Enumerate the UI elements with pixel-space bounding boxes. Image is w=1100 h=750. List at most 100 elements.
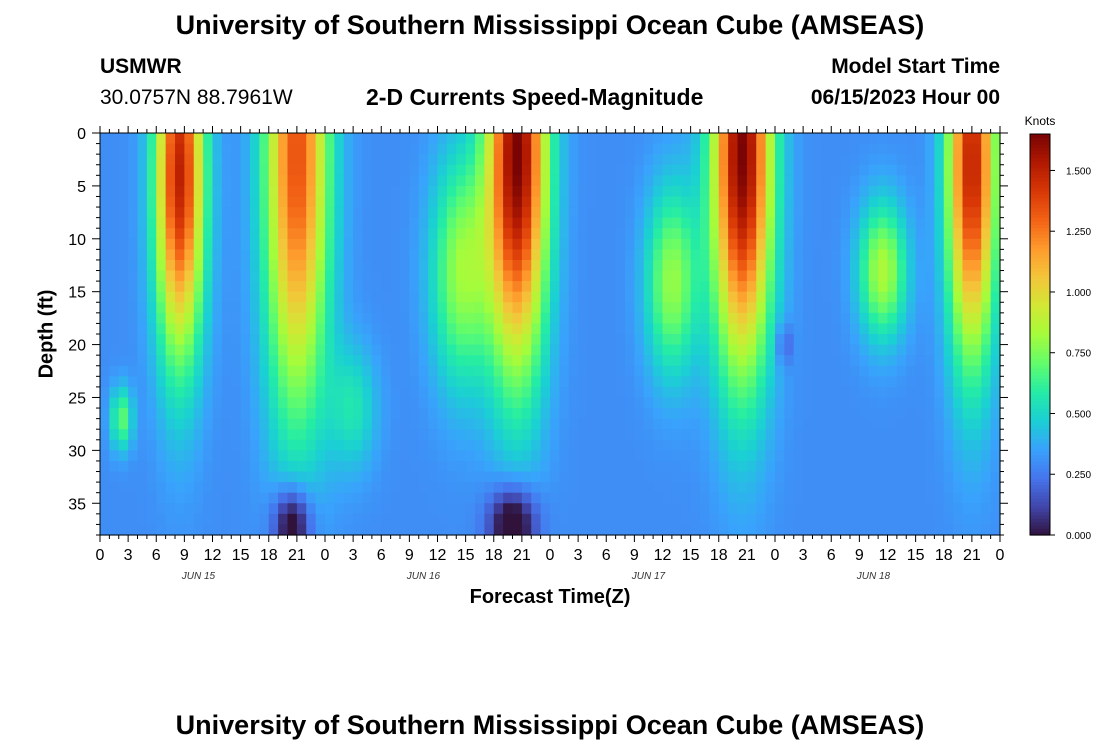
heatmap-cell [559, 524, 570, 536]
heatmap-cell [709, 228, 720, 240]
heatmap-cell [709, 460, 720, 473]
heatmap-cell [793, 175, 804, 187]
heatmap-cell [559, 270, 570, 282]
heatmap-cell [165, 513, 176, 526]
heatmap-cell [484, 143, 495, 155]
heatmap-cell [531, 429, 542, 441]
heatmap-cell [821, 460, 832, 473]
heatmap-cell [606, 207, 617, 219]
heatmap-cell [137, 355, 148, 367]
heatmap-cell [512, 259, 523, 272]
heatmap-cell [353, 312, 364, 325]
heatmap-cell [362, 312, 373, 325]
heatmap-cell [278, 291, 289, 303]
heatmap-cell [990, 228, 1001, 240]
heatmap-cell [578, 228, 589, 240]
heatmap-cell [690, 460, 701, 473]
heatmap-cell [418, 291, 429, 303]
heatmap-cell [503, 207, 514, 219]
heatmap-cell [831, 471, 842, 483]
heatmap-cell [484, 513, 495, 526]
colorbar-segment [1030, 434, 1050, 439]
heatmap-cell [165, 386, 176, 399]
heatmap-cell [953, 450, 964, 462]
heatmap-cell [446, 154, 457, 166]
heatmap-cell [165, 492, 176, 504]
heatmap-cell [896, 175, 907, 187]
heatmap-cell [484, 164, 495, 176]
heatmap-cell [981, 196, 992, 208]
heatmap-cell [943, 143, 954, 155]
heatmap-cell [756, 143, 767, 155]
heatmap-cell [606, 249, 617, 261]
colorbar-segment [1030, 357, 1050, 362]
heatmap-cell [446, 323, 457, 335]
heatmap-cell [578, 365, 589, 377]
heatmap-cell [175, 323, 185, 335]
heatmap-cell [775, 249, 785, 261]
heatmap-cell [306, 397, 317, 409]
heatmap-cell [606, 154, 617, 166]
heatmap-cell [821, 143, 832, 155]
heatmap-cell [850, 291, 860, 303]
heatmap-cell [962, 175, 973, 187]
heatmap-cell [915, 270, 926, 282]
heatmap-cell [296, 270, 307, 282]
heatmap-cell [606, 185, 617, 198]
heatmap-cell [718, 217, 729, 229]
heatmap-cell [521, 196, 532, 208]
heatmap-cell [278, 365, 289, 377]
heatmap-cell [615, 196, 626, 208]
heatmap-cell [362, 164, 373, 176]
heatmap-cell [100, 344, 110, 356]
heatmap-cell [437, 196, 448, 208]
colorbar-segment [1030, 137, 1050, 142]
heatmap-cell [306, 249, 317, 261]
heatmap-cell [278, 355, 289, 367]
heatmap-cell [456, 312, 467, 325]
heatmap-cell [465, 228, 476, 240]
heatmap-cell [700, 460, 710, 473]
heatmap-cell [325, 323, 335, 335]
heatmap-cell [296, 133, 307, 145]
heatmap-cell [793, 418, 804, 430]
heatmap-cell [531, 312, 542, 325]
heatmap-cell [568, 503, 579, 515]
heatmap-cell [128, 482, 139, 494]
heatmap-cell [756, 355, 767, 367]
heatmap-cell [109, 238, 120, 250]
heatmap-cell [803, 291, 814, 303]
heatmap-cell [765, 397, 776, 409]
heatmap-cell [493, 418, 504, 430]
heatmap-cell [925, 302, 935, 314]
heatmap-cell [550, 281, 560, 293]
heatmap-cell [953, 344, 964, 356]
heatmap-cell [540, 259, 551, 272]
heatmap-cell [175, 471, 185, 483]
colorbar-segment [1030, 354, 1050, 359]
heatmap-cell [596, 344, 607, 356]
heatmap-cell [325, 302, 335, 314]
colorbar-segment [1030, 367, 1050, 372]
heatmap-cell [775, 207, 785, 219]
heatmap-cell [212, 524, 223, 536]
heatmap-cell [756, 513, 767, 526]
heatmap-cell [531, 524, 542, 536]
heatmap-cell [737, 513, 748, 526]
heatmap-cell [756, 312, 767, 325]
heatmap-cell [446, 386, 457, 399]
heatmap-cell [484, 154, 495, 166]
heatmap-cell [728, 513, 739, 526]
heatmap-cell [531, 185, 542, 198]
heatmap-cell [418, 439, 429, 451]
heatmap-cell [540, 492, 551, 504]
heatmap-cell [615, 175, 626, 187]
heatmap-cell [812, 503, 823, 515]
heatmap-cell [559, 164, 570, 176]
heatmap-cell [437, 281, 448, 293]
heatmap-cell [653, 513, 664, 526]
heatmap-cell [278, 397, 289, 409]
heatmap-cell [634, 164, 645, 176]
heatmap-cell [203, 492, 214, 504]
heatmap-cell [334, 365, 345, 377]
